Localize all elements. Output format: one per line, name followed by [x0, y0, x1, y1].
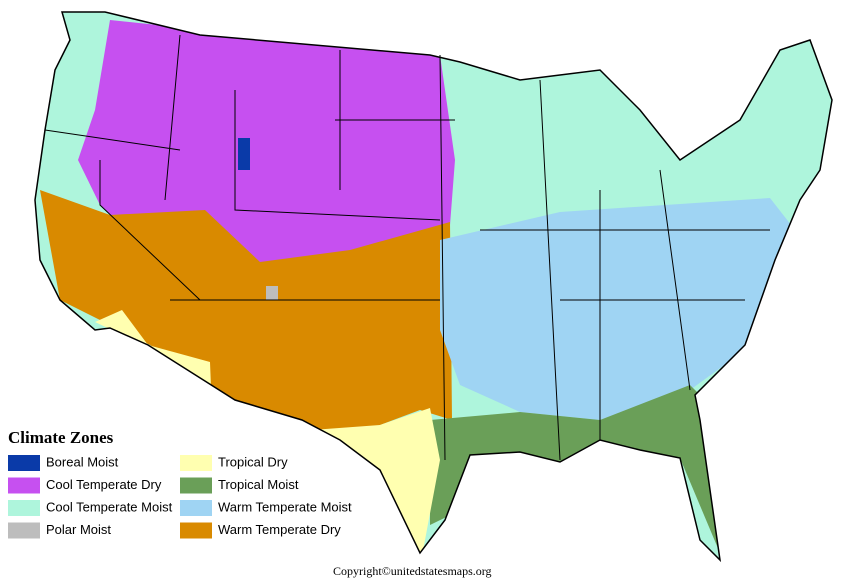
legend-label: Cool Temperate Moist — [46, 499, 173, 514]
zone-cool-dry — [78, 20, 455, 392]
zone-tropical-moist — [430, 385, 725, 560]
legend-label: Polar Moist — [46, 522, 111, 537]
us-outline — [34, 11, 833, 563]
legend-label: Boreal Moist — [46, 454, 119, 469]
legend-swatch — [180, 500, 212, 516]
legend-swatch — [180, 455, 212, 471]
legend-swatch — [180, 477, 212, 494]
zone-warm-dry — [40, 190, 452, 440]
legend-swatch — [8, 455, 40, 471]
legend-title: Climate Zones — [8, 428, 114, 447]
state-lines — [44, 34, 770, 461]
copyright: Copyright©unitedstatesmaps.org — [333, 564, 492, 578]
zone-boreal — [238, 138, 250, 170]
legend-label: Warm Temperate Dry — [218, 522, 341, 537]
legend-swatch — [180, 522, 212, 539]
legend-swatch — [8, 522, 40, 539]
legend-label: Warm Temperate Moist — [218, 499, 352, 514]
legend-label: Cool Temperate Dry — [46, 477, 162, 492]
zone-polar — [266, 286, 278, 300]
legend-label: Tropical Dry — [218, 454, 288, 469]
legend-label: Tropical Moist — [218, 477, 299, 492]
legend-swatch — [8, 500, 40, 516]
legend-swatch — [8, 477, 40, 494]
legend: Boreal Moist Cool Temperate Dry Cool Tempe… — [8, 454, 352, 539]
zone-warm-moist — [440, 198, 795, 420]
